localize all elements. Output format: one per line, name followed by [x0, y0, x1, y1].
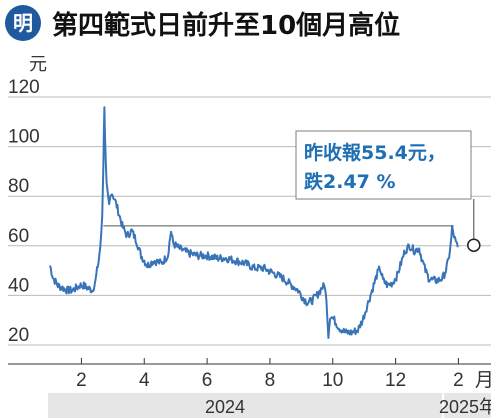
x-axis-ticks: 2 4 6 8 10 12 2 月 [76, 358, 491, 391]
last-price-marker [467, 238, 481, 252]
x-tick-label: 4 [139, 370, 150, 391]
annotation-line-2: 跌2.47 % [304, 170, 396, 193]
year-band [48, 393, 491, 418]
x-tick-label: 8 [265, 370, 276, 391]
y-axis-ticks: 20 40 60 80 100 120 [8, 77, 40, 346]
y-tick-label: 120 [8, 77, 40, 98]
chart-title: 第四範式日前升至10個月高位 [52, 10, 400, 41]
price-annotation: 昨收報55.4元， 跌2.47 % [295, 130, 481, 252]
newspaper-logo-text: 明 [13, 11, 33, 35]
annotation-line-1: 昨收報55.4元， [304, 141, 446, 164]
y-tick-label: 40 [8, 275, 29, 296]
y-tick-label: 20 [8, 325, 29, 346]
x-tick-label: 2 [76, 370, 87, 391]
year-label-2025: 2025年 [439, 397, 491, 417]
y-axis-unit: 元 [29, 54, 47, 75]
y-tick-label: 80 [8, 176, 29, 197]
year-label-2024: 2024 [205, 397, 245, 417]
y-tick-label: 60 [8, 226, 29, 247]
series-line [49, 106, 459, 339]
x-tick-label: 10 [322, 370, 343, 391]
newspaper-logo-icon [5, 5, 41, 41]
header: 明 第四範式日前升至10個月高位 [5, 5, 400, 41]
x-tick-label: 6 [202, 370, 213, 391]
annotation-box [295, 130, 472, 200]
x-tick-label: 2 [453, 370, 464, 391]
y-tick-label: 100 [8, 127, 40, 148]
x-unit-label: 月 [475, 370, 491, 391]
x-tick-label: 12 [385, 370, 406, 391]
